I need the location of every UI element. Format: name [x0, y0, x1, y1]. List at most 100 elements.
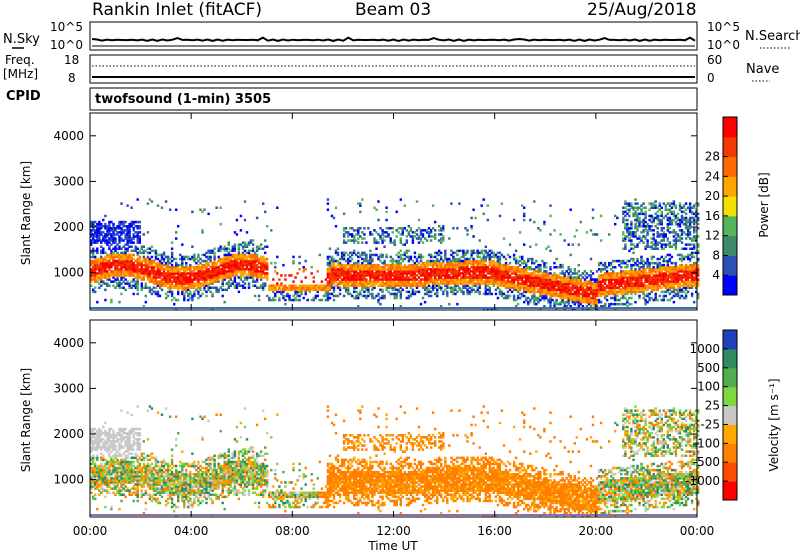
power-cell [336, 270, 340, 273]
power-cell [347, 280, 350, 283]
power-cell [585, 288, 589, 292]
power-cell [344, 272, 348, 275]
power-cell [644, 280, 647, 283]
power-cell [543, 280, 546, 283]
power-cell [470, 261, 473, 265]
power-cell [486, 253, 489, 257]
power-cell [134, 284, 137, 287]
power-cell [612, 282, 615, 285]
power-cell [278, 286, 281, 289]
power-cell [401, 231, 404, 234]
power-cell [466, 266, 469, 269]
power-cell [168, 266, 172, 269]
power-cell [253, 251, 257, 255]
power-cell [563, 282, 566, 285]
power-cell [523, 274, 526, 277]
power-cell [559, 290, 562, 294]
power-cell [92, 276, 95, 279]
power-cell [417, 284, 421, 287]
power-cell [506, 274, 510, 277]
power-cell [367, 227, 370, 230]
power-cell [429, 272, 433, 275]
power-cell [126, 237, 129, 240]
power-cell [106, 225, 109, 228]
power-cell [102, 257, 105, 261]
power-cell [648, 296, 651, 300]
power-cell [175, 286, 178, 289]
power-cell [326, 255, 330, 259]
power-cell [268, 298, 271, 302]
power-cell [389, 227, 392, 230]
power-cell [353, 241, 356, 244]
power-cell [166, 276, 170, 279]
power-cell [646, 266, 649, 269]
power-cell [466, 251, 469, 255]
power-cell [440, 268, 443, 271]
power-cell [128, 286, 131, 289]
power-cell [128, 229, 131, 232]
power-cell [363, 280, 366, 283]
power-cell [472, 280, 475, 283]
power-cell [170, 286, 174, 289]
power-cell [460, 276, 463, 279]
power-cell [395, 284, 398, 287]
power-cell [393, 288, 396, 292]
power-cell [365, 278, 368, 281]
power-cell [142, 259, 145, 263]
power-cell [593, 290, 597, 294]
power-cell [322, 286, 326, 289]
power-cell [527, 274, 530, 277]
power-cell [409, 294, 413, 298]
power-cell [112, 241, 115, 244]
power-cell [231, 266, 234, 269]
power-cell [189, 276, 192, 279]
power-cell [357, 241, 360, 244]
power-cell [294, 298, 297, 302]
power-cell [355, 282, 358, 285]
power-cell [514, 288, 518, 292]
power-cell [466, 272, 469, 275]
power-cell [466, 282, 469, 285]
power-cell [361, 198, 364, 201]
power-cell [175, 208, 178, 211]
power-cell [555, 298, 558, 302]
cpid-panel [89, 87, 698, 111]
power-cell [326, 282, 330, 285]
power-cell [482, 257, 485, 261]
power-cell [508, 266, 512, 269]
power-cell [527, 278, 530, 281]
power-cell [470, 278, 473, 281]
power-cell [320, 280, 324, 283]
power-cell [100, 241, 103, 244]
power-cell [316, 284, 319, 287]
power-cell [108, 278, 111, 281]
power-cell [488, 270, 491, 273]
power-cell [557, 284, 560, 287]
power-cell [207, 276, 210, 279]
power-cell [640, 270, 643, 273]
power-cell [215, 270, 218, 273]
power-cell [128, 241, 131, 244]
power-cell [628, 202, 631, 205]
power-cell [94, 280, 97, 283]
power-cell [205, 255, 208, 259]
power-cell [587, 288, 591, 292]
power-cell [108, 274, 111, 277]
power-cell [557, 280, 560, 283]
power-cell [593, 280, 597, 283]
power-cell [191, 255, 194, 259]
power-cell [106, 231, 109, 234]
power-cell [662, 278, 665, 281]
power-cell [365, 255, 368, 259]
power-cell [652, 298, 655, 302]
power-cell [150, 268, 154, 271]
power-cell [94, 239, 97, 242]
power-cell [365, 294, 368, 298]
power-cell [595, 294, 599, 298]
power-cell [523, 259, 526, 263]
power-cell [656, 268, 659, 271]
power-cell [308, 290, 311, 294]
power-cell [90, 225, 93, 228]
power-cell [136, 272, 139, 275]
power-cell [359, 204, 362, 207]
